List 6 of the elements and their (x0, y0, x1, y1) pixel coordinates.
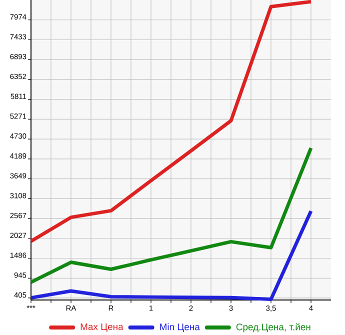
line-series (29, 146, 313, 284)
line-series (29, 209, 313, 302)
legend-label: Сред.Цена, т.йен (236, 323, 310, 332)
legend-label: Max Цена (80, 323, 124, 332)
legend-label: Min Цена (160, 323, 200, 332)
line-series (29, 0, 313, 243)
